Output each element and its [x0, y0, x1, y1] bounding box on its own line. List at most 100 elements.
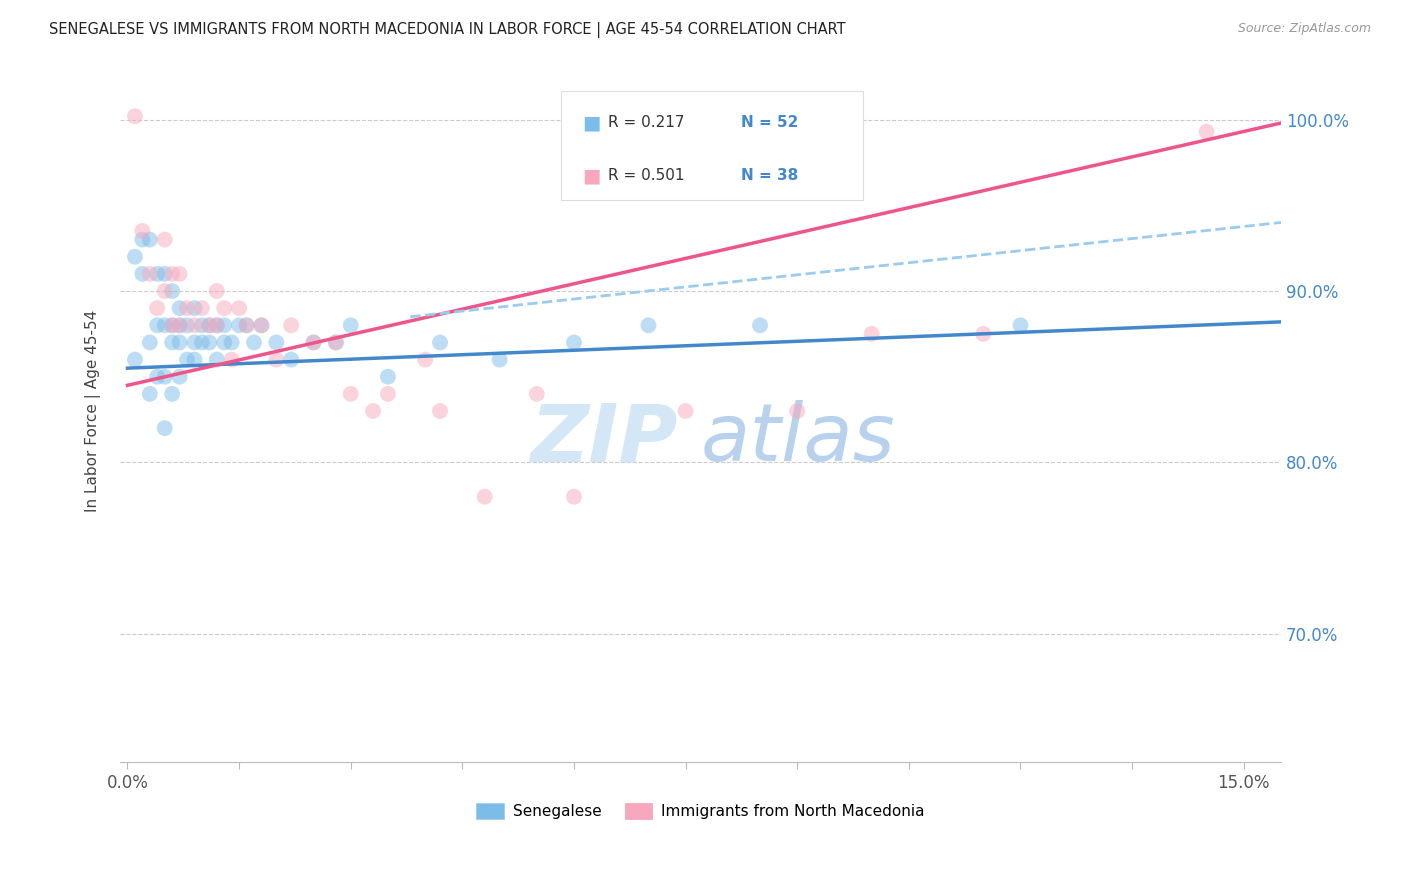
Point: [339, 387, 361, 401]
Point: [339, 318, 361, 333]
Text: R = 0.217: R = 0.217: [607, 115, 685, 130]
Point: [280, 352, 302, 367]
Point: [377, 387, 399, 401]
Point: [160, 318, 183, 333]
Point: [228, 301, 250, 315]
Point: [250, 318, 273, 333]
Point: [266, 352, 288, 367]
Point: [243, 335, 266, 350]
Point: [139, 335, 162, 350]
Point: [212, 318, 235, 333]
Point: [429, 335, 451, 350]
Y-axis label: In Labor Force | Age 45-54: In Labor Force | Age 45-54: [86, 310, 101, 512]
Point: [183, 335, 205, 350]
Point: [786, 404, 808, 418]
FancyBboxPatch shape: [561, 91, 863, 200]
Point: [131, 233, 153, 247]
Point: [146, 369, 169, 384]
Point: [183, 301, 205, 315]
Point: [1195, 125, 1218, 139]
Text: ■: ■: [582, 166, 600, 185]
Point: [191, 301, 214, 315]
Point: [413, 352, 436, 367]
Point: [124, 250, 146, 264]
Point: [146, 318, 169, 333]
Point: [160, 318, 183, 333]
Point: [221, 335, 243, 350]
Point: [176, 318, 198, 333]
Point: [160, 284, 183, 298]
Point: [191, 318, 214, 333]
Point: [124, 352, 146, 367]
Point: [266, 335, 288, 350]
Point: [637, 318, 659, 333]
Point: [198, 335, 221, 350]
Point: [176, 352, 198, 367]
Point: [160, 267, 183, 281]
Point: [124, 109, 146, 123]
Point: [146, 267, 169, 281]
Point: [160, 335, 183, 350]
Point: [212, 335, 235, 350]
Point: [183, 352, 205, 367]
Point: [325, 335, 347, 350]
Point: [235, 318, 257, 333]
Point: [169, 267, 191, 281]
Point: [562, 335, 585, 350]
Point: [325, 335, 347, 350]
Point: [280, 318, 302, 333]
Point: [377, 369, 399, 384]
Point: [169, 318, 191, 333]
Point: [198, 318, 221, 333]
Point: [153, 233, 176, 247]
Point: [139, 387, 162, 401]
Point: [860, 326, 883, 341]
Point: [198, 318, 221, 333]
Legend: Senegalese, Immigrants from North Macedonia: Senegalese, Immigrants from North Macedo…: [470, 797, 931, 825]
Point: [131, 224, 153, 238]
Point: [169, 335, 191, 350]
Point: [1010, 318, 1032, 333]
Point: [302, 335, 325, 350]
Point: [972, 326, 994, 341]
Point: [160, 387, 183, 401]
Point: [153, 267, 176, 281]
Point: [526, 387, 548, 401]
Point: [153, 421, 176, 435]
Point: [169, 318, 191, 333]
Point: [205, 352, 228, 367]
Point: [749, 318, 772, 333]
Point: [562, 490, 585, 504]
Point: [153, 284, 176, 298]
Point: [235, 318, 257, 333]
Point: [191, 335, 214, 350]
Point: [146, 301, 169, 315]
Text: ■: ■: [582, 113, 600, 132]
Text: N = 52: N = 52: [741, 115, 799, 130]
Point: [153, 369, 176, 384]
Point: [139, 233, 162, 247]
Point: [205, 318, 228, 333]
Text: SENEGALESE VS IMMIGRANTS FROM NORTH MACEDONIA IN LABOR FORCE | AGE 45-54 CORRELA: SENEGALESE VS IMMIGRANTS FROM NORTH MACE…: [49, 22, 846, 38]
Point: [139, 267, 162, 281]
Text: R = 0.501: R = 0.501: [607, 168, 685, 183]
Point: [169, 369, 191, 384]
Point: [131, 267, 153, 281]
Point: [205, 284, 228, 298]
Point: [183, 318, 205, 333]
Point: [302, 335, 325, 350]
Point: [176, 301, 198, 315]
Point: [488, 352, 510, 367]
Point: [474, 490, 496, 504]
Point: [250, 318, 273, 333]
Text: N = 38: N = 38: [741, 168, 799, 183]
Text: Source: ZipAtlas.com: Source: ZipAtlas.com: [1237, 22, 1371, 36]
Point: [169, 301, 191, 315]
Point: [228, 318, 250, 333]
Point: [221, 352, 243, 367]
Point: [212, 301, 235, 315]
Text: atlas: atlas: [700, 401, 896, 478]
Point: [153, 318, 176, 333]
Text: ZIP: ZIP: [530, 401, 678, 478]
Point: [205, 318, 228, 333]
